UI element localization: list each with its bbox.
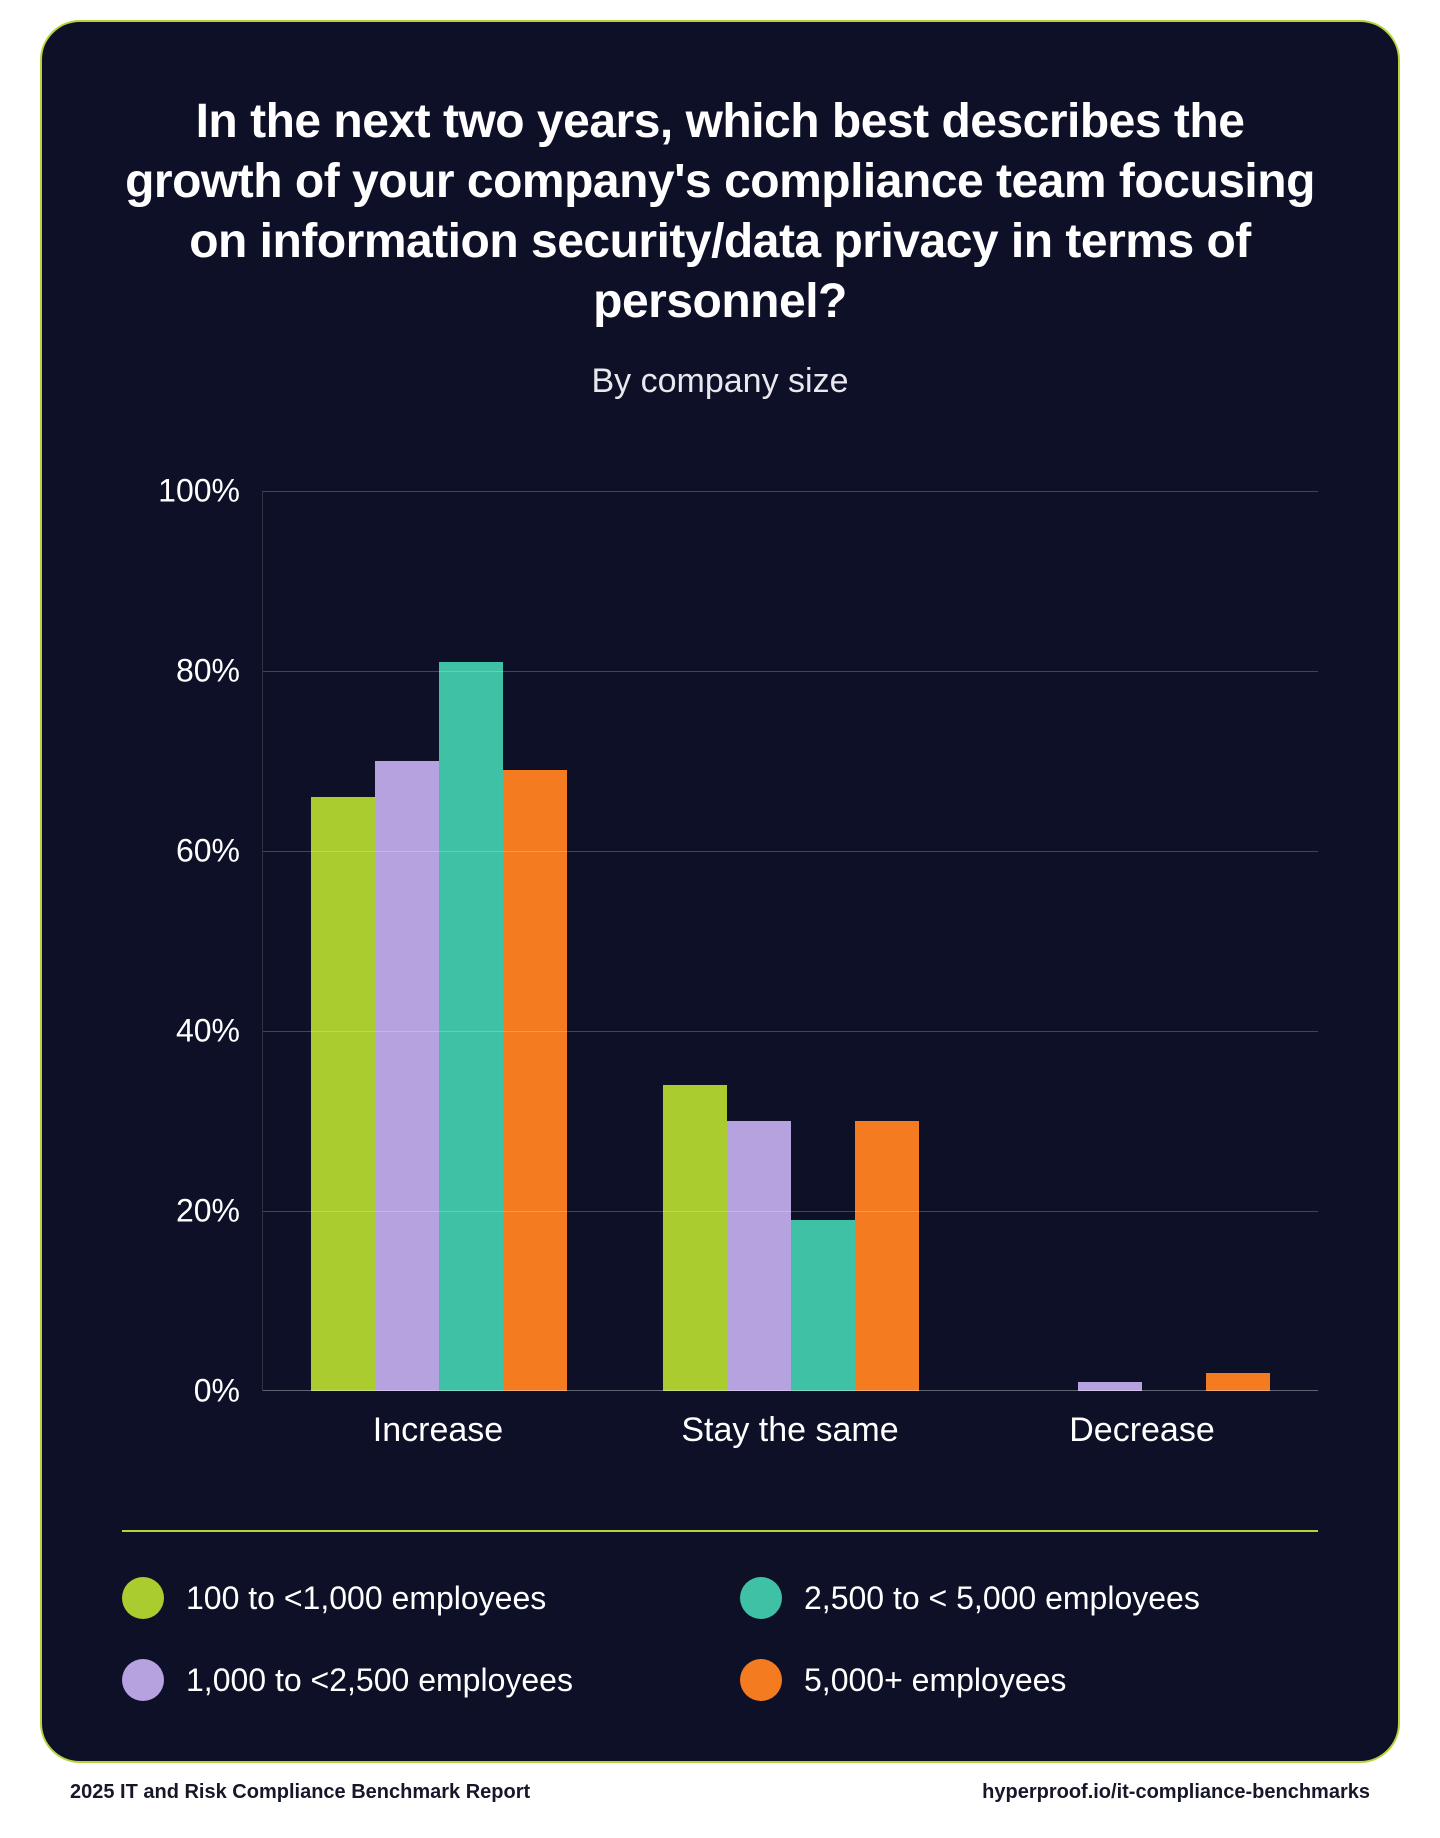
plot-area bbox=[262, 491, 1318, 1391]
legend-label: 2,500 to < 5,000 employees bbox=[804, 1580, 1200, 1617]
legend-label: 5,000+ employees bbox=[804, 1662, 1066, 1699]
x-axis-line bbox=[263, 1390, 1318, 1391]
legend-divider bbox=[122, 1530, 1318, 1532]
gridline bbox=[263, 1211, 1318, 1212]
bar-group bbox=[615, 491, 967, 1391]
legend-item: 100 to <1,000 employees bbox=[122, 1577, 700, 1619]
y-tick-label: 100% bbox=[158, 473, 240, 510]
bar bbox=[727, 1121, 791, 1391]
gridline bbox=[263, 491, 1318, 492]
chart-area: 0%20%40%60%80%100% IncreaseStay the same… bbox=[122, 491, 1318, 1450]
bar-group bbox=[966, 491, 1318, 1391]
bar bbox=[1206, 1373, 1270, 1391]
bar-groups bbox=[263, 491, 1318, 1391]
bar bbox=[311, 797, 375, 1391]
y-tick-label: 40% bbox=[176, 1013, 240, 1050]
legend-label: 1,000 to <2,500 employees bbox=[186, 1662, 573, 1699]
y-tick-label: 80% bbox=[176, 653, 240, 690]
y-tick-label: 0% bbox=[194, 1373, 240, 1410]
x-tick-label: Increase bbox=[262, 1411, 614, 1450]
gridline bbox=[263, 671, 1318, 672]
legend-item: 2,500 to < 5,000 employees bbox=[740, 1577, 1318, 1619]
bar bbox=[791, 1220, 855, 1391]
x-tick-label: Decrease bbox=[966, 1411, 1318, 1450]
chart-subtitle: By company size bbox=[122, 362, 1318, 401]
legend-swatch bbox=[740, 1659, 782, 1701]
footer-left: 2025 IT and Risk Compliance Benchmark Re… bbox=[70, 1781, 530, 1804]
bar-group bbox=[263, 491, 615, 1391]
x-tick-label: Stay the same bbox=[614, 1411, 966, 1450]
legend-swatch bbox=[740, 1577, 782, 1619]
legend-swatch bbox=[122, 1577, 164, 1619]
gridline bbox=[263, 1031, 1318, 1032]
chart-title: In the next two years, which best descri… bbox=[122, 92, 1318, 332]
gridline bbox=[263, 851, 1318, 852]
bar bbox=[855, 1121, 919, 1391]
legend-item: 1,000 to <2,500 employees bbox=[122, 1659, 700, 1701]
bar bbox=[663, 1085, 727, 1391]
footer: 2025 IT and Risk Compliance Benchmark Re… bbox=[40, 1781, 1400, 1804]
x-axis-labels: IncreaseStay the sameDecrease bbox=[262, 1411, 1318, 1450]
legend-item: 5,000+ employees bbox=[740, 1659, 1318, 1701]
y-tick-label: 20% bbox=[176, 1193, 240, 1230]
legend-swatch bbox=[122, 1659, 164, 1701]
chart-card: In the next two years, which best descri… bbox=[40, 20, 1400, 1763]
legend: 100 to <1,000 employees 2,500 to < 5,000 … bbox=[122, 1577, 1318, 1701]
legend-label: 100 to <1,000 employees bbox=[186, 1580, 546, 1617]
bar bbox=[375, 761, 439, 1391]
bar bbox=[503, 770, 567, 1391]
bar bbox=[439, 662, 503, 1391]
y-tick-label: 60% bbox=[176, 833, 240, 870]
y-axis: 0%20%40%60%80%100% bbox=[122, 491, 252, 1391]
footer-right: hyperproof.io/it-compliance-benchmarks bbox=[982, 1781, 1370, 1804]
